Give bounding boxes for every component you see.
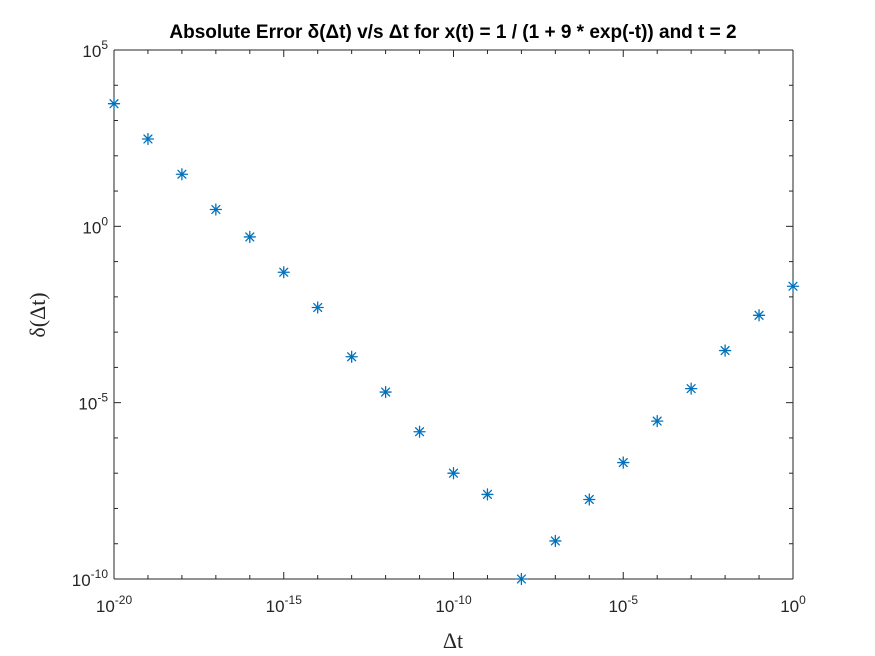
y-tick-label: 100 [82,214,108,237]
y-tick-label: 10-10 [72,567,109,590]
data-point [277,266,290,279]
data-point [549,534,562,548]
x-tick-label: 10-20 [96,593,133,616]
data-point [685,382,698,395]
x-tick-labels: 10-20 10-15 10-10 10-5 100 [96,593,806,616]
data-point [141,132,155,146]
data-point [651,414,664,428]
data-point [413,425,426,438]
x-tick-label: 10-15 [266,593,303,616]
data-point [175,168,189,181]
data-point [718,344,732,357]
x-tick-label: 10-10 [435,593,472,616]
data-point [752,309,766,322]
data-point [583,493,596,506]
x-tick-label: 100 [780,593,806,616]
data-point [447,467,460,480]
plot-background [114,50,793,579]
y-axis-label: δ(Δt) [25,292,50,337]
data-point [243,230,256,244]
y-tick-label: 10-5 [78,391,108,414]
chart-title: Absolute Error δ(Δt) v/s Δt for x(t) = 1… [169,22,736,43]
data-point [379,385,392,399]
tick-marks [113,49,794,580]
y-tick-label: 105 [82,38,108,61]
y-tick-labels: 10-10 10-5 100 105 [72,38,109,590]
data-point [311,301,324,314]
data-point [617,456,630,469]
data-points [107,97,800,586]
x-axis-label: Δt [443,628,463,653]
data-point [515,572,528,586]
data-point [786,280,800,293]
data-point [345,350,358,363]
data-point [481,488,494,501]
x-tick-label: 10-5 [608,593,638,616]
data-point [209,203,223,216]
data-point [107,97,121,110]
